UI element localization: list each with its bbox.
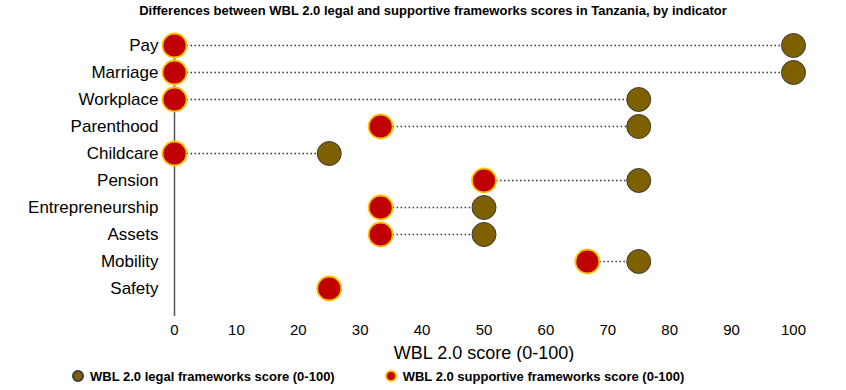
- svg-text:40: 40: [414, 321, 431, 338]
- html-text:WBL 2.0 legal frameworks score: WBL 2.0 legal frameworks score (0-100): [90, 368, 335, 384]
- svg-text:Parenthood: Parenthood: [71, 117, 159, 136]
- svg-text:Workplace: Workplace: [79, 90, 159, 109]
- svg-text:Pension: Pension: [97, 171, 158, 190]
- svg-text:60: 60: [538, 321, 555, 338]
- svg-text:Mobility: Mobility: [101, 252, 159, 271]
- svg-text:70: 70: [599, 321, 616, 338]
- svg-text:10: 10: [228, 321, 245, 338]
- svg-text:30: 30: [352, 321, 369, 338]
- svg-text:20: 20: [290, 321, 307, 338]
- html-text:Differences between WBL 2.0 le: Differences between WBL 2.0 legal and su…: [139, 3, 727, 18]
- svg-text:0: 0: [170, 321, 178, 338]
- html-text:WBL 2.0 supportive frameworks: WBL 2.0 supportive frameworks score (0-1…: [402, 368, 685, 384]
- svg-text:WBL 2.0 score (0-100): WBL 2.0 score (0-100): [394, 343, 574, 363]
- svg-text:Safety: Safety: [110, 279, 159, 298]
- svg-text:90: 90: [723, 321, 740, 338]
- svg-text:80: 80: [661, 321, 678, 338]
- svg-text:Pay: Pay: [129, 36, 159, 55]
- svg-text:100: 100: [781, 321, 806, 338]
- svg-text:Assets: Assets: [107, 225, 158, 244]
- svg-text:Entrepreneurship: Entrepreneurship: [28, 198, 158, 217]
- svg-text:Childcare: Childcare: [87, 144, 159, 163]
- svg-text:Marriage: Marriage: [91, 63, 158, 82]
- svg-text:50: 50: [476, 321, 493, 338]
